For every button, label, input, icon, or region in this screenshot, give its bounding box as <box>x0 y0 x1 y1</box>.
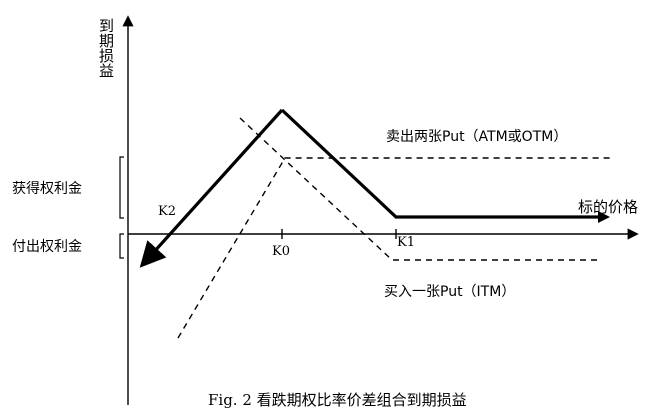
y-axis-label: 到期损益 <box>97 18 115 78</box>
sell-two-puts-line <box>177 157 610 339</box>
combined-payoff-right-arrow <box>598 211 610 223</box>
combined-payoff-line <box>280 108 600 219</box>
figure-caption: Fig. 2 看跌期权比率价差组合到期损益 <box>208 391 467 409</box>
k0-label: K0 <box>272 244 290 259</box>
premium-paid-label: 付出权利金 <box>12 239 82 255</box>
premium-paid-bracket <box>119 233 124 259</box>
buy-one-put-line <box>239 117 600 261</box>
premium-received-label: 获得权利金 <box>12 180 82 197</box>
k1-label: K1 <box>397 235 415 250</box>
k2-label: K2 <box>158 204 176 219</box>
combined-payoff-left-arm <box>139 108 284 268</box>
buy-leg-label: 买入一张Put（ITM） <box>384 284 515 300</box>
sell-leg-label: 卖出两张Put（ATM或OTM） <box>386 129 567 145</box>
x-axis-label: 标的价格 <box>578 198 638 216</box>
premium-received-bracket <box>119 156 124 219</box>
